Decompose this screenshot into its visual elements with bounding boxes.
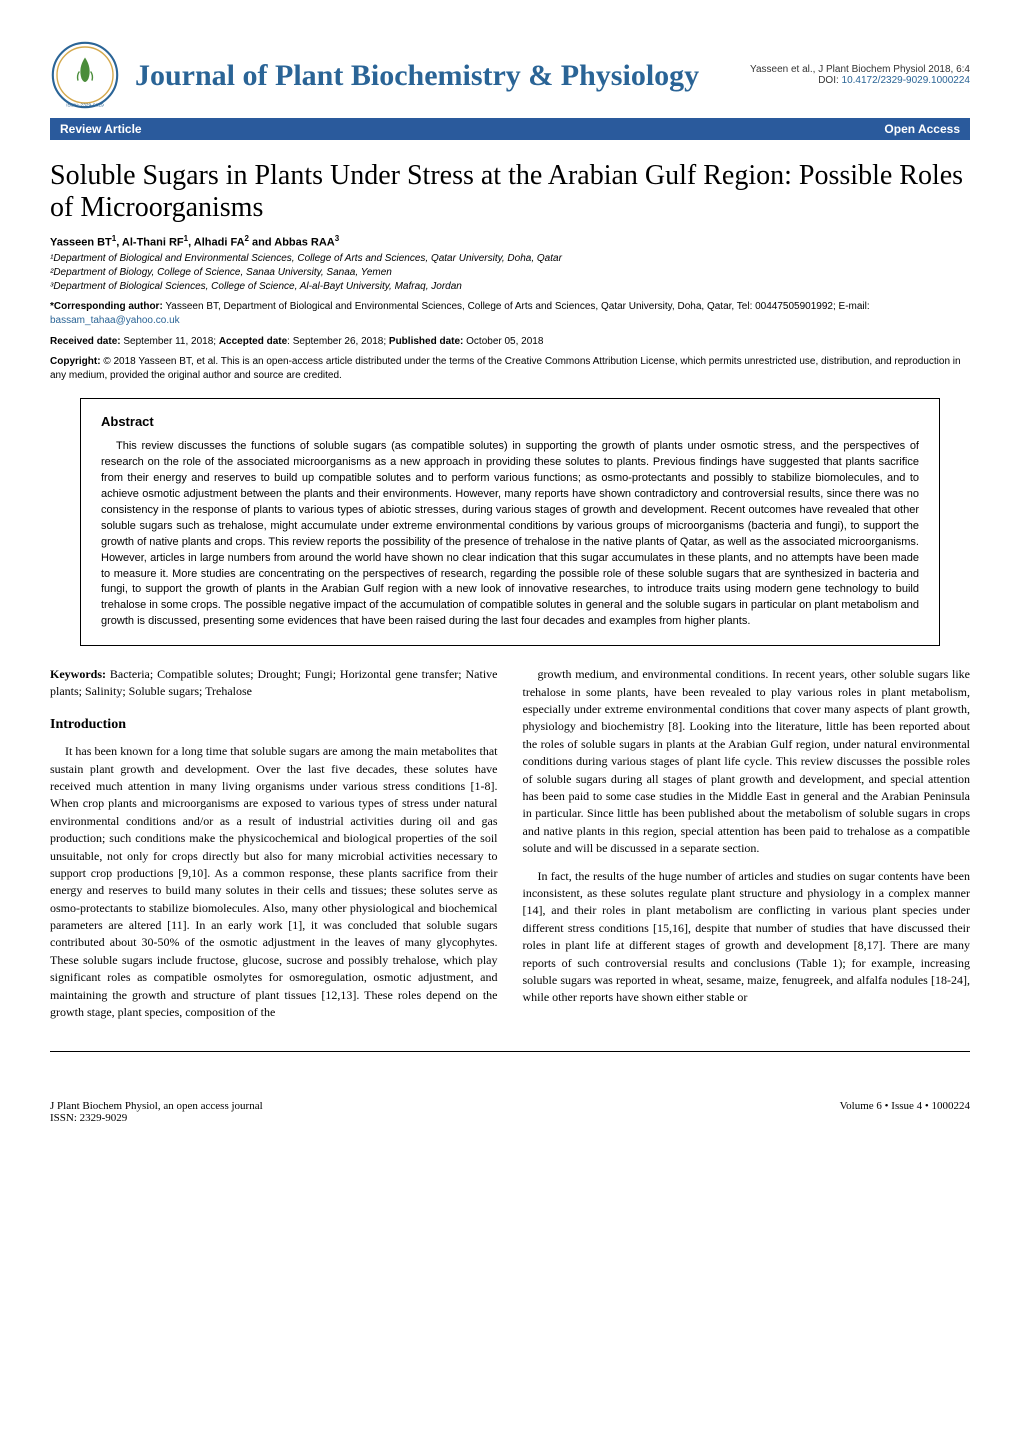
page-footer: J Plant Biochem Physiol, an open access … [50, 1092, 970, 1124]
intro-para-3: In fact, the results of the huge number … [523, 868, 971, 1007]
open-access-label: Open Access [884, 122, 960, 136]
right-column: growth medium, and environmental conditi… [523, 666, 971, 1021]
keywords-line: Keywords: Bacteria; Compatible solutes; … [50, 666, 498, 700]
authors-line: Yasseen BT1, Al-Thani RF1, Alhadi FA2 an… [50, 234, 970, 249]
affiliation-3: ³Department of Biological Sciences, Coll… [50, 281, 970, 292]
left-column: Keywords: Bacteria; Compatible solutes; … [50, 666, 498, 1021]
abstract-box: Abstract This review discusses the funct… [80, 398, 940, 646]
affiliation-1: ¹Department of Biological and Environmen… [50, 253, 970, 264]
citation-text: Yasseen et al., J Plant Biochem Physiol … [750, 64, 970, 75]
abstract-heading: Abstract [101, 414, 919, 429]
copyright-notice: Copyright: © 2018 Yasseen BT, et al. Thi… [50, 355, 970, 383]
corresponding-author: *Corresponding author: Yasseen BT, Depar… [50, 300, 970, 328]
article-dates: Received date: September 11, 2018; Accep… [50, 336, 970, 347]
footer-divider [50, 1051, 970, 1052]
doi-line: DOI: 10.4172/2329-9029.1000224 [750, 75, 970, 86]
doi-link[interactable]: 10.4172/2329-9029.1000224 [842, 75, 970, 86]
intro-heading: Introduction [50, 715, 498, 735]
article-type-banner: Review Article Open Access [50, 118, 970, 140]
svg-text:ISSN: 2329-9029: ISSN: 2329-9029 [66, 103, 104, 109]
abstract-text: This review discusses the functions of s… [101, 439, 919, 630]
corresponding-email[interactable]: bassam_tahaa@yahoo.co.uk [50, 315, 180, 326]
footer-right: Volume 6 • Issue 4 • 1000224 [840, 1100, 970, 1124]
intro-para-1: It has been known for a long time that s… [50, 743, 498, 1021]
article-title: Soluble Sugars in Plants Under Stress at… [50, 160, 970, 224]
journal-logo-icon: ISSN: 2329-9029 [50, 40, 120, 110]
citation-block: Yasseen et al., J Plant Biochem Physiol … [750, 64, 970, 86]
journal-title: Journal of Plant Biochemistry & Physiolo… [135, 59, 750, 92]
footer-left: J Plant Biochem Physiol, an open access … [50, 1100, 263, 1124]
page-header: ISSN: 2329-9029 Journal of Plant Biochem… [50, 40, 970, 110]
body-columns: Keywords: Bacteria; Compatible solutes; … [50, 666, 970, 1021]
affiliations-block: ¹Department of Biological and Environmen… [50, 253, 970, 292]
affiliation-2: ²Department of Biology, College of Scien… [50, 267, 970, 278]
intro-para-2: growth medium, and environmental conditi… [523, 666, 971, 857]
article-type: Review Article [60, 122, 142, 136]
